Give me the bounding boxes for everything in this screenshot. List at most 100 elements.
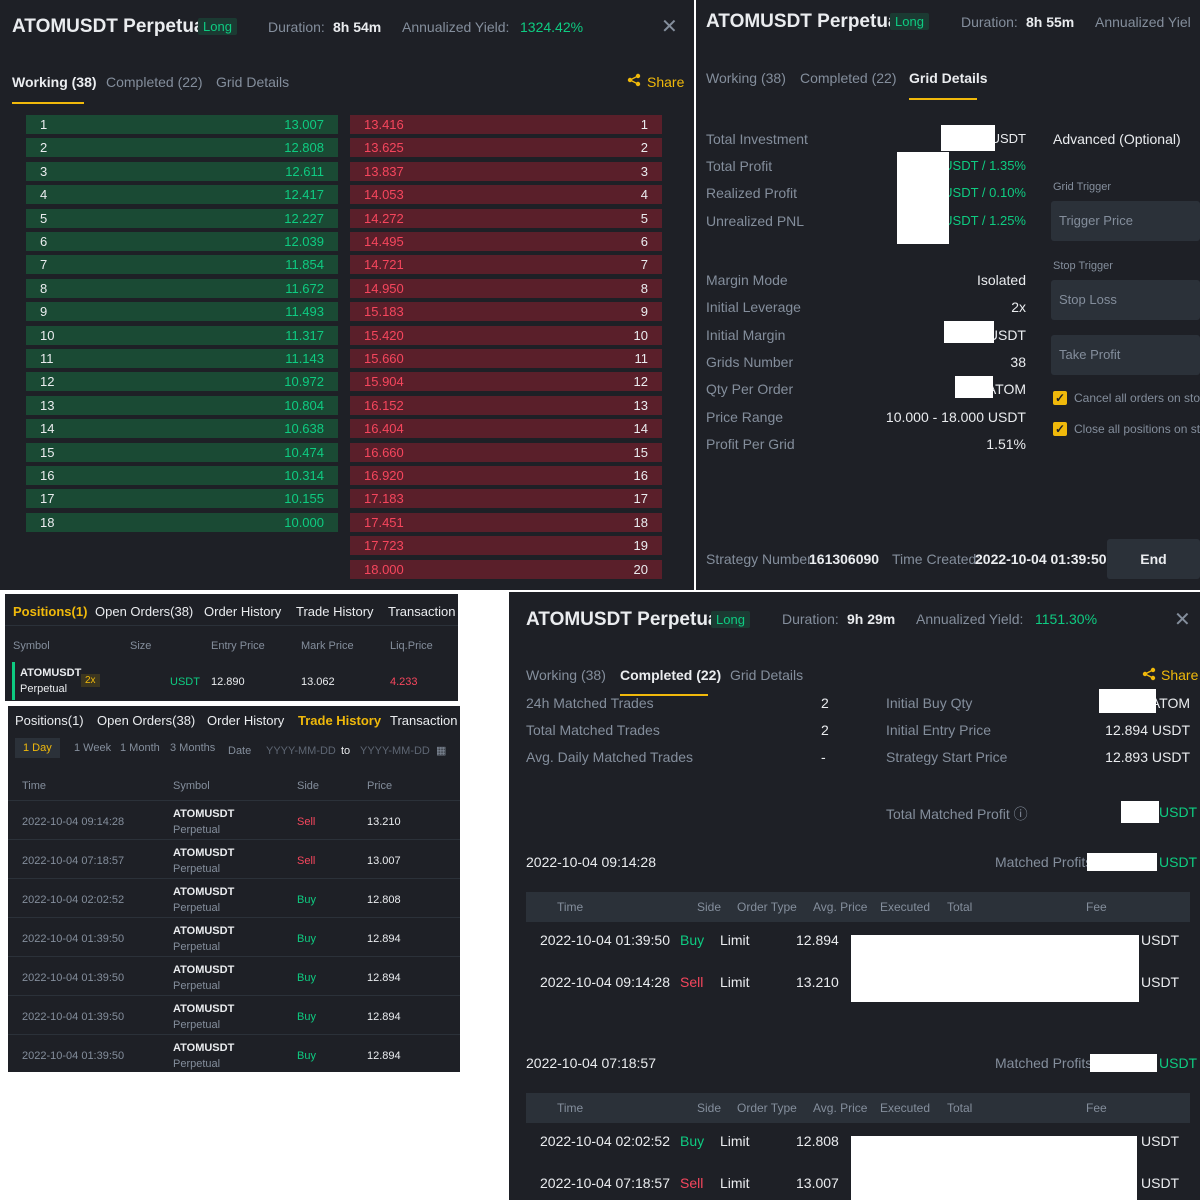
tab-working[interactable]: Working (38) <box>706 70 786 86</box>
column-header: Time <box>557 900 584 914</box>
trade-symbol-sub: Perpetual <box>173 902 221 914</box>
tab-positions[interactable]: Positions(1) <box>15 713 84 728</box>
buy-grid-row: 8 11.672 <box>26 278 338 298</box>
table-row: 2022-10-04 01:39:50 ATOMUSDT Perpetual Buy 1… <box>8 917 460 956</box>
date-to-input[interactable]: YYYY-MM-DD <box>360 745 430 757</box>
tab-trade-history[interactable]: Trade History <box>298 713 382 728</box>
matched-profits-label: Matched Profits: <box>995 854 1097 870</box>
tab-completed[interactable]: Completed (22) <box>620 667 722 683</box>
duration-value: 9h 29m <box>847 611 896 627</box>
order-time: 2022-10-04 07:18:57 <box>540 1175 670 1191</box>
trade-side: Buy <box>297 894 316 906</box>
table-row: 2022-10-04 01:39:50 ATOMUSDT Perpetual Buy 1… <box>8 956 460 995</box>
position-symbol-sub: Perpetual <box>20 683 68 695</box>
tab-grid-details[interactable]: Grid Details <box>216 74 290 90</box>
redaction <box>944 321 994 343</box>
order-side: Sell <box>680 974 704 990</box>
order-side: Buy <box>680 1133 705 1149</box>
range-filter[interactable]: 3 Months <box>170 742 216 754</box>
trade-time: 2022-10-04 01:39:50 <box>22 933 125 945</box>
range-filter[interactable]: 1 Month <box>120 742 160 754</box>
tab-working[interactable]: Working (38) <box>12 74 97 90</box>
trade-side: Buy <box>297 933 316 945</box>
tab-order-history[interactable]: Order History <box>204 604 282 619</box>
buy-grid-row: 7 11.854 <box>26 255 338 275</box>
tab-completed[interactable]: Completed (22) <box>106 74 203 90</box>
range-filter[interactable]: 1 Day <box>15 738 60 758</box>
grid-index: 4 <box>640 187 648 203</box>
stat-label: Avg. Daily Matched Trades <box>526 749 694 765</box>
check-icon[interactable]: ✓ <box>1053 422 1067 436</box>
matched-profits-unit: USDT <box>1159 1055 1198 1071</box>
buy-price: 10.972 <box>284 374 324 390</box>
table-header: Time Side Order Type Avg. Price Executed Tota… <box>526 1093 1190 1123</box>
close-icon[interactable]: ✕ <box>1174 609 1191 631</box>
end-button[interactable]: End <box>1107 539 1200 579</box>
buy-grid-row: 2 12.808 <box>26 138 338 158</box>
share-button[interactable]: Share <box>1161 667 1199 683</box>
grid-index: 10 <box>40 327 55 343</box>
date-from-input[interactable]: YYYY-MM-DD <box>266 745 336 757</box>
tab-working[interactable]: Working (38) <box>526 667 606 683</box>
tab-trade-history[interactable]: Trade History <box>296 604 374 619</box>
buy-grid-row: 6 12.039 <box>26 232 338 251</box>
close-icon[interactable]: ✕ <box>661 16 678 38</box>
tab-order-history[interactable]: Order History <box>207 713 285 728</box>
buy-grid-row: 13 10.804 <box>26 395 338 415</box>
tab-positions[interactable]: Positions(1) <box>13 604 88 619</box>
share-icon[interactable] <box>1142 667 1156 686</box>
tab-transaction[interactable]: Transaction <box>388 604 456 619</box>
tab-open-orders[interactable]: Open Orders(38) <box>97 713 196 728</box>
param-value: Isolated <box>976 272 1026 288</box>
grid-index: 16 <box>40 468 55 483</box>
strategy-title: ATOMUSDT Perpetual <box>526 609 724 630</box>
grid-index: 2 <box>40 140 48 156</box>
share-icon[interactable] <box>627 73 641 91</box>
trade-price: 12.808 <box>367 894 401 906</box>
range-filter[interactable]: 1 Week <box>74 742 112 754</box>
redaction <box>955 376 993 398</box>
grid-index: 9 <box>40 304 48 320</box>
tab-grid-details[interactable]: Grid Details <box>730 667 804 683</box>
redaction <box>1121 801 1159 823</box>
sell-grid-row: 15.660 11 <box>350 349 662 368</box>
sell-price: 15.660 <box>364 351 404 366</box>
grid-index: 1 <box>40 117 48 132</box>
check-icon[interactable]: ✓ <box>1053 391 1067 405</box>
trigger-price-input[interactable]: Trigger Price <box>1051 201 1200 241</box>
detail-label: Realized Profit <box>706 185 798 201</box>
grid-index: 13 <box>633 397 648 413</box>
buy-grid-row: 4 12.417 <box>26 185 338 205</box>
yield-label: Annualized Yiel <box>1095 14 1191 30</box>
tab-open-orders[interactable]: Open Orders(38) <box>95 604 194 619</box>
order-fee: USDT <box>1141 1133 1180 1149</box>
order-type: Limit <box>720 932 750 948</box>
stop-loss-input[interactable]: Stop Loss <box>1051 280 1200 320</box>
grid-index: 14 <box>40 421 55 437</box>
trade-symbol-sub: Perpetual <box>173 941 221 953</box>
table-row: 2022-10-04 07:18:57 ATOMUSDT Perpetual Sell… <box>8 839 460 878</box>
tab-transaction[interactable]: Transaction <box>390 713 458 728</box>
redaction <box>1087 853 1157 871</box>
column-header: Size <box>130 640 152 652</box>
param-value: 38 <box>1010 353 1026 370</box>
calendar-icon[interactable]: ▦ <box>436 745 447 757</box>
grid-index: 17 <box>40 491 55 507</box>
yield-label: Annualized Yield: <box>402 19 510 35</box>
sell-grid-row: 14.495 6 <box>350 232 662 251</box>
trade-time: 2022-10-04 01:39:50 <box>22 972 125 984</box>
take-profit-input[interactable]: Take Profit <box>1051 335 1200 375</box>
sell-price: 18.000 <box>364 561 404 577</box>
redaction <box>1099 689 1156 713</box>
buy-price: 10.155 <box>284 491 324 507</box>
order-price: 12.894 <box>796 932 839 948</box>
duration-label: Duration: <box>782 611 839 627</box>
tab-completed[interactable]: Completed (22) <box>800 70 897 86</box>
tab-grid-details[interactable]: Grid Details <box>909 70 988 86</box>
trade-symbol-sub: Perpetual <box>173 1058 221 1070</box>
trade-symbol: ATOMUSDT <box>173 1042 235 1054</box>
stat-label: Strategy Start Price <box>886 749 1008 765</box>
mark-price: 13.062 <box>301 676 335 688</box>
share-button[interactable]: Share <box>647 74 685 90</box>
stat-label: Initial Buy Qty <box>886 695 973 711</box>
